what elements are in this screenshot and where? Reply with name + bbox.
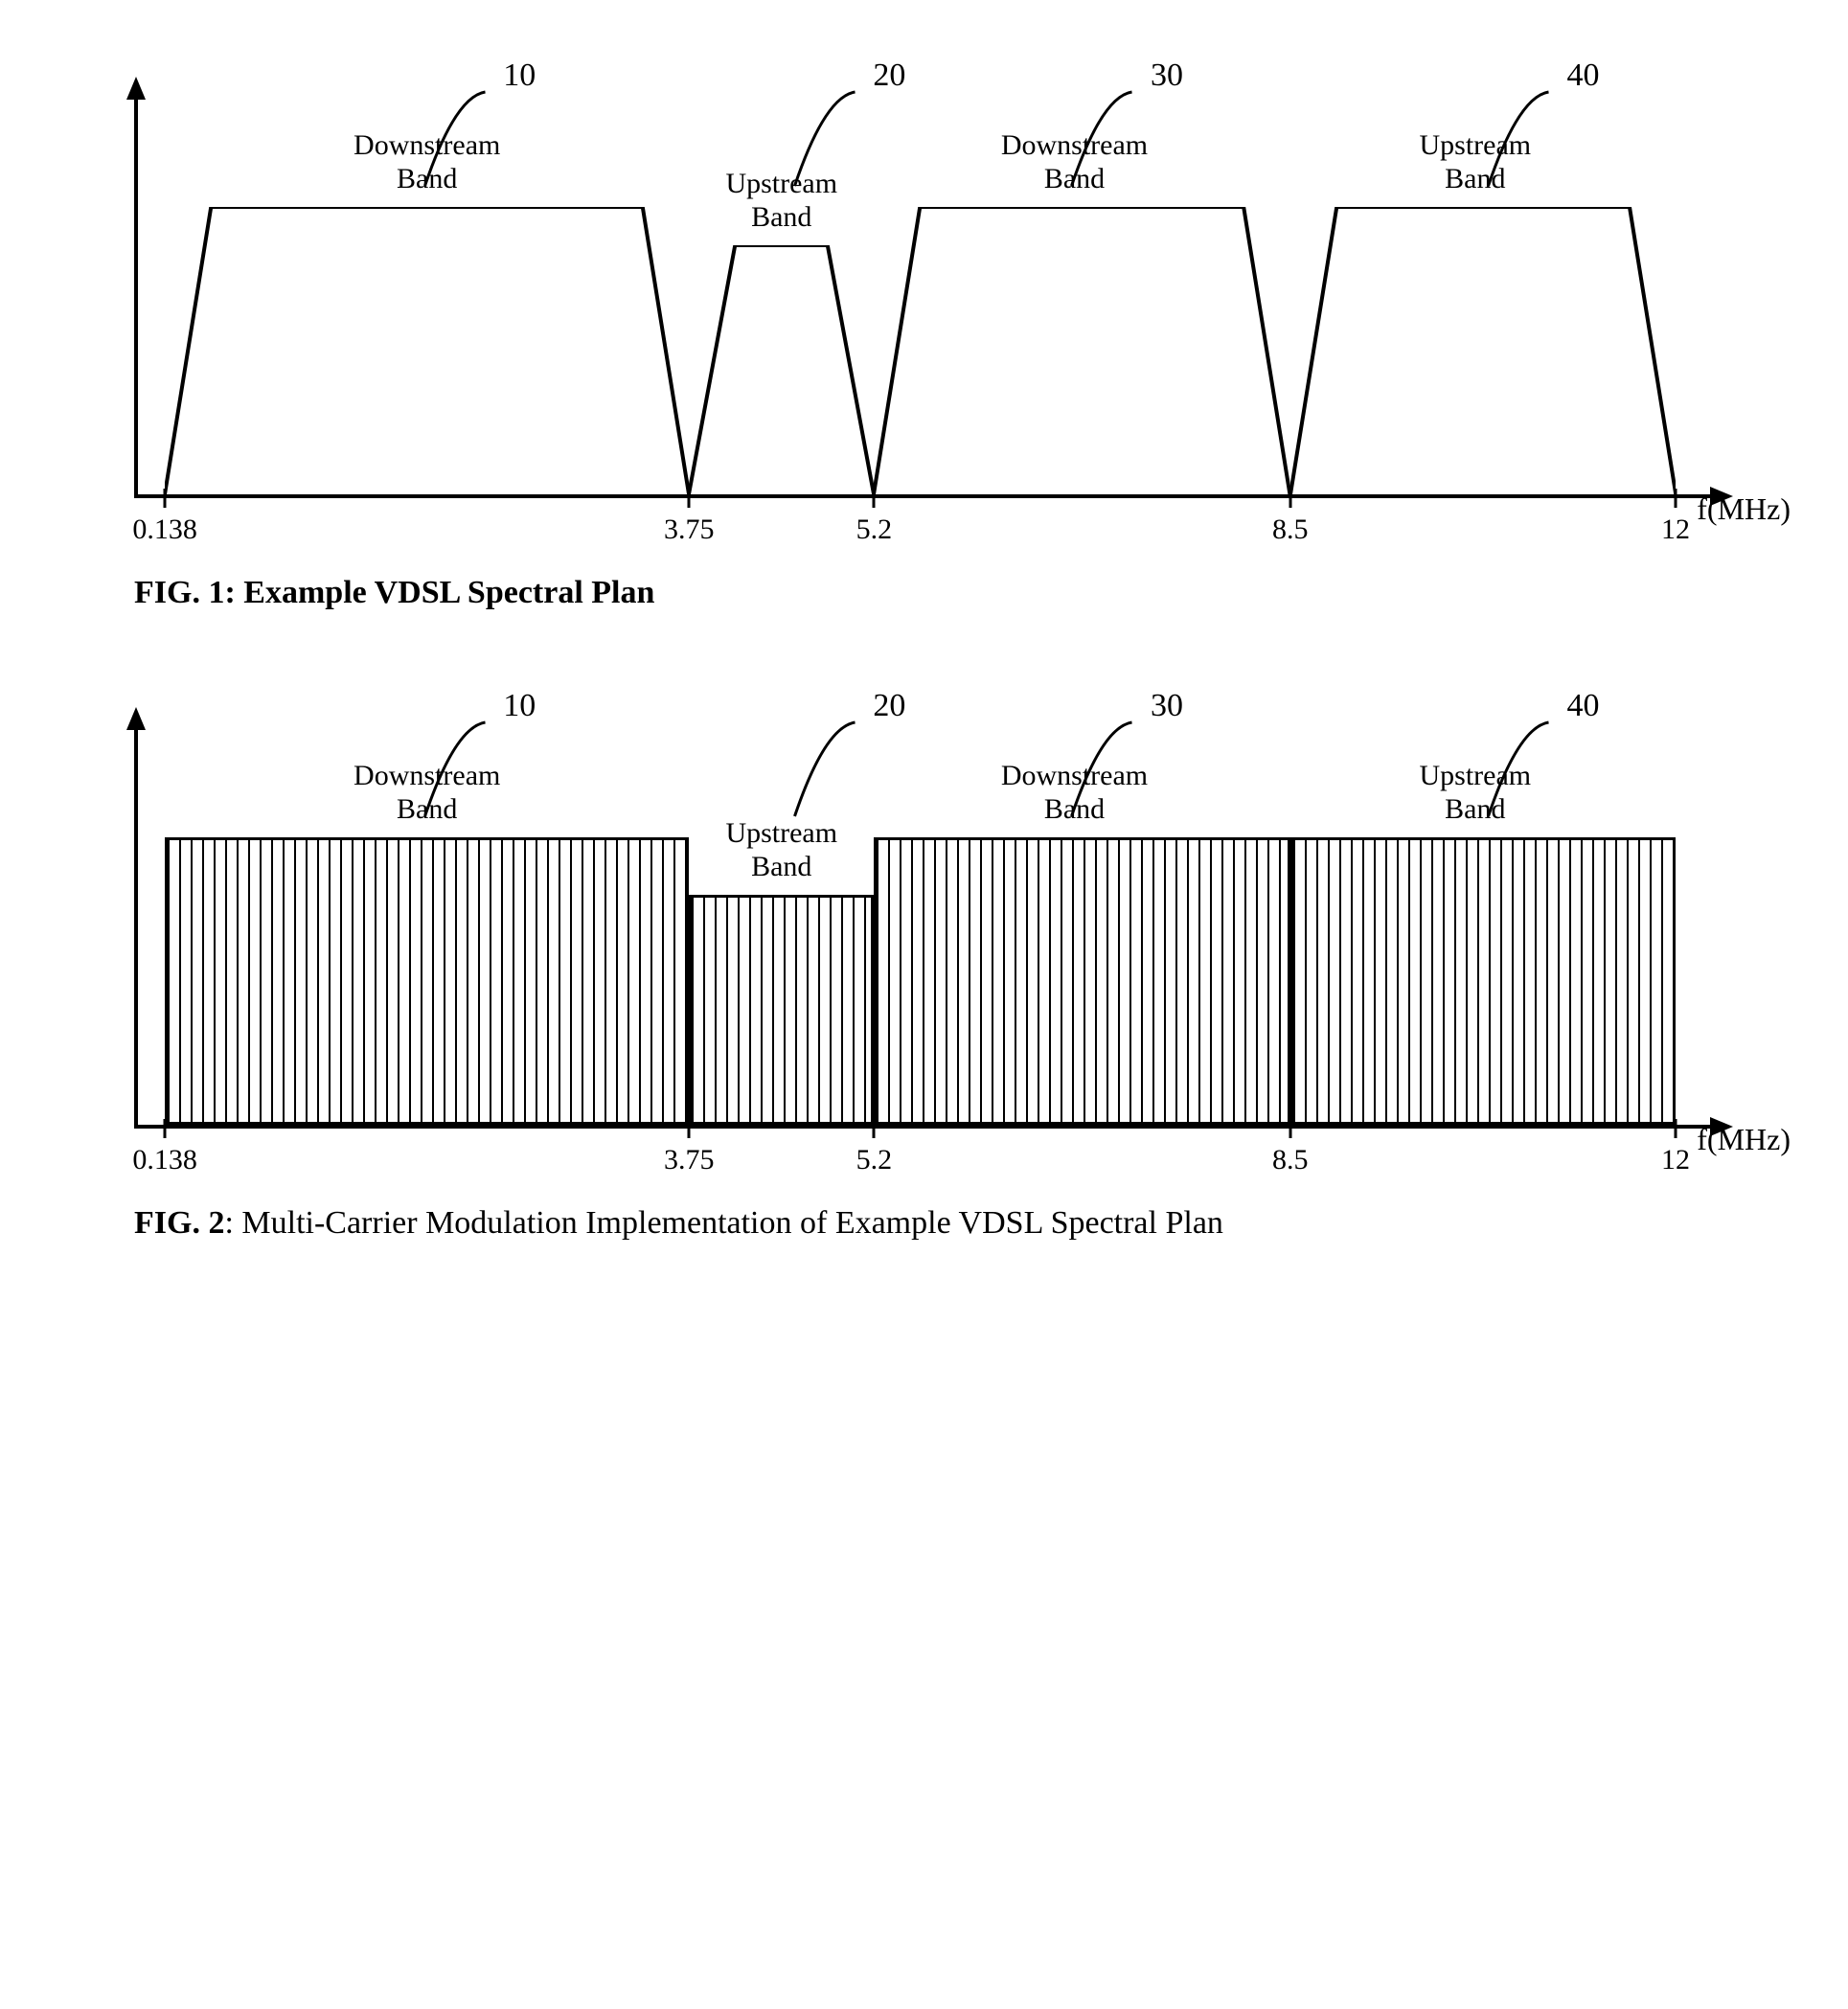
band-label-line2: Band [725,851,837,884]
tick-label: 12 [1661,514,1690,546]
band-trapezoid [1290,207,1676,494]
leader-line [782,86,868,192]
y-axis-arrow [126,707,146,730]
y-axis [134,726,138,1129]
tick-label: 5.2 [856,514,893,546]
band-trapezoid [165,207,689,494]
tick-label: 8.5 [1272,1144,1309,1176]
band-trapezoid [874,207,1289,494]
leader-line [412,86,498,192]
band-label-line1: Upstream [725,817,837,851]
reference-number: 40 [1566,688,1599,724]
leader-line [782,717,868,822]
fig2-caption-prefix: FIG. 2 [134,1205,224,1241]
band-rect [874,837,1289,1125]
fig1-diagram: f(MHz) 0.1383.755.28.512 DownstreamBand1… [134,57,1676,556]
reference-number: 30 [1151,688,1183,724]
tick-label: 3.75 [664,514,715,546]
reference-number: 20 [873,57,905,94]
leader-line [1059,86,1145,192]
fig2-diagram: f(MHz) 0.1383.755.28.512 DownstreamBand1… [134,688,1676,1186]
reference-number: 10 [503,57,536,94]
tick-label: 8.5 [1272,514,1309,546]
x-axis-label: f(MHz) [1697,491,1791,527]
band-rect [689,895,874,1125]
y-axis [134,96,138,498]
fig1-caption-title: Example VDSL Spectral Plan [243,575,654,610]
x-axis [134,494,1714,498]
fig2-caption-rest: : Multi-Carrier Modulation Implementatio… [224,1205,1222,1241]
figure-1: f(MHz) 0.1383.755.28.512 DownstreamBand1… [57,57,1791,611]
x-axis [134,1125,1714,1129]
band-label-line2: Band [725,201,837,235]
fig2-caption: FIG. 2: Multi-Carrier Modulation Impleme… [134,1205,1791,1242]
leader-line [1475,717,1562,822]
figure-2: f(MHz) 0.1383.755.28.512 DownstreamBand1… [57,688,1791,1242]
tick-label: 3.75 [664,1144,715,1176]
reference-number: 30 [1151,57,1183,94]
band-rect [165,837,689,1125]
reference-number: 20 [873,688,905,724]
reference-number: 10 [503,688,536,724]
x-axis-label: f(MHz) [1697,1122,1791,1157]
band-rect [1290,837,1676,1125]
fig1-caption-prefix: FIG. 1: [134,575,243,610]
tick-label: 0.138 [132,1144,197,1176]
reference-number: 40 [1566,57,1599,94]
band-label: UpstreamBand [725,817,837,883]
leader-line [412,717,498,822]
tick-label: 0.138 [132,514,197,546]
leader-line [1475,86,1562,192]
leader-line [1059,717,1145,822]
band-trapezoid [689,245,874,494]
tick-label: 12 [1661,1144,1690,1176]
tick-label: 5.2 [856,1144,893,1176]
fig1-caption: FIG. 1: Example VDSL Spectral Plan [134,575,1791,611]
y-axis-arrow [126,77,146,100]
